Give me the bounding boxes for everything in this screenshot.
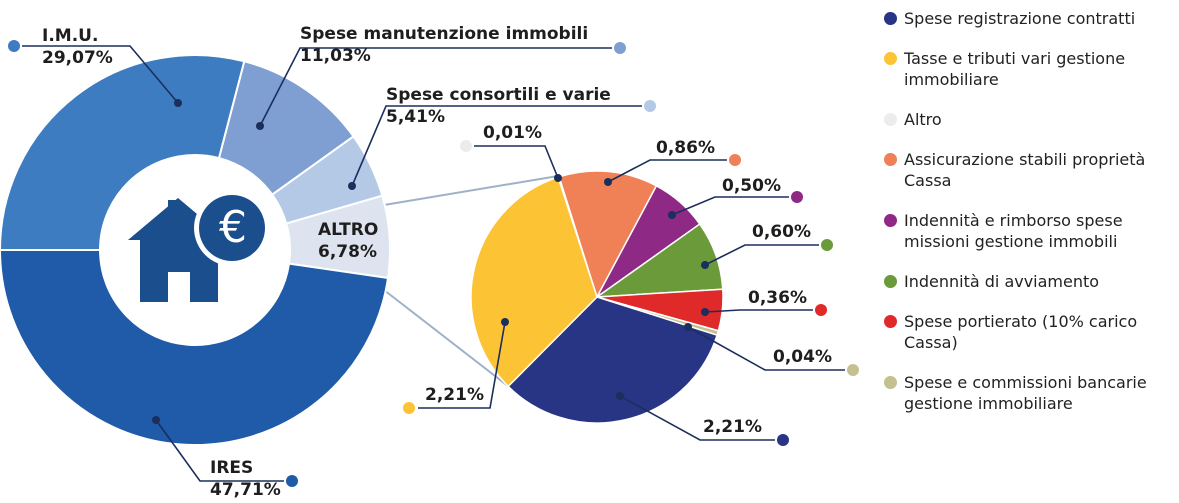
leader-dot — [668, 211, 676, 219]
legend-swatch — [884, 275, 897, 288]
legend-label: Spese portierato (10% carico Cassa) — [904, 312, 1138, 352]
leader-dot — [616, 392, 624, 400]
legend-item: Indennità e rimborso spese missioni gest… — [884, 210, 1174, 252]
donut-slice — [0, 249, 390, 446]
leader-dot — [701, 261, 709, 269]
legend-label: Indennità e rimborso spese missioni gest… — [904, 211, 1123, 251]
slice-value: 2,21% — [703, 417, 762, 437]
legend-label: Spese e commissioni bancarie gestione im… — [904, 373, 1147, 413]
leader-line — [259, 47, 612, 127]
leader-line — [155, 419, 284, 482]
leader-dot — [554, 174, 562, 182]
legend-item: Spese registrazione contratti — [884, 8, 1174, 29]
legend-item: Indennità di avviamento — [884, 271, 1174, 292]
legend-label: Assicurazione stabili proprietà Cassa — [904, 150, 1146, 190]
label-dot — [403, 402, 415, 414]
legend-swatch — [884, 12, 897, 25]
leader-dot — [256, 122, 264, 130]
slice-value: 47,71% — [210, 480, 281, 500]
slice-value: 0,60% — [752, 222, 811, 242]
label-dot — [8, 40, 20, 52]
label-dot — [614, 42, 626, 54]
slice-value: 0,01% — [483, 123, 542, 143]
legend-label: Indennità di avviamento — [904, 272, 1100, 291]
slice-value: 0,36% — [748, 288, 807, 308]
leader-line — [687, 326, 845, 371]
leader-dot — [174, 99, 182, 107]
label-dot — [791, 191, 803, 203]
leader-line — [351, 105, 642, 187]
label-dot — [644, 100, 656, 112]
legend-item: Spese e commissioni bancarie gestione im… — [884, 372, 1174, 414]
connector — [383, 175, 559, 206]
slice-value: 0,86% — [656, 138, 715, 158]
leader-line — [619, 395, 775, 441]
pie-slice — [558, 170, 658, 299]
label-dot — [815, 304, 827, 316]
slice-name: Spese manutenzione immobili — [300, 24, 588, 44]
slice-name: I.M.U. — [42, 26, 98, 46]
leader-dot — [348, 182, 356, 190]
slice-name: IRES — [210, 458, 253, 478]
legend-item: Tasse e tributi vari gestione immobiliar… — [884, 48, 1174, 90]
leader-dot — [684, 323, 692, 331]
slice-name: ALTRO — [318, 220, 378, 240]
leader-dot — [501, 318, 509, 326]
pie-slice — [507, 296, 719, 424]
legend-item: Altro — [884, 109, 1174, 130]
label-dot — [777, 434, 789, 446]
label-dot — [847, 364, 859, 376]
legend-item: Assicurazione stabili proprietà Cassa — [884, 149, 1174, 191]
leader-dot — [701, 308, 709, 316]
connector — [383, 289, 509, 387]
svg-text:€: € — [219, 202, 247, 253]
slice-value: 2,21% — [425, 385, 484, 405]
leader-line — [474, 145, 559, 179]
slice-value: 5,41% — [386, 107, 445, 127]
leader-line — [704, 309, 813, 313]
leader-line — [22, 45, 179, 104]
leader-dot — [152, 416, 160, 424]
donut-slice — [0, 54, 246, 251]
legend-swatch — [884, 376, 897, 389]
legend-swatch — [884, 214, 897, 227]
legend: Spese registrazione contratti Tasse e tri… — [884, 8, 1174, 414]
legend-swatch — [884, 52, 897, 65]
leader-line — [418, 321, 506, 409]
label-dot — [729, 154, 741, 166]
slice-value: 6,78% — [318, 242, 377, 262]
leader-line — [704, 244, 819, 266]
house-icon: € — [128, 190, 270, 302]
label-dot — [821, 239, 833, 251]
legend-swatch — [884, 153, 897, 166]
legend-label: Altro — [904, 110, 942, 129]
leader-line — [671, 196, 789, 216]
legend-swatch — [884, 315, 897, 328]
slice-value: 0,50% — [722, 176, 781, 196]
slice-value: 0,04% — [773, 347, 832, 367]
label-dot — [286, 475, 298, 487]
legend-item: Spese portierato (10% carico Cassa) — [884, 311, 1174, 353]
legend-label: Spese registrazione contratti — [904, 9, 1136, 28]
label-dot — [460, 140, 472, 152]
slice-name: Spese consortili e varie — [386, 85, 611, 105]
legend-swatch — [884, 113, 897, 126]
legend-label: Tasse e tributi vari gestione immobiliar… — [904, 49, 1126, 89]
leader-dot — [604, 178, 612, 186]
slice-value: 11,03% — [300, 46, 371, 66]
slice-value: 29,07% — [42, 48, 113, 68]
leader-line — [607, 159, 727, 183]
